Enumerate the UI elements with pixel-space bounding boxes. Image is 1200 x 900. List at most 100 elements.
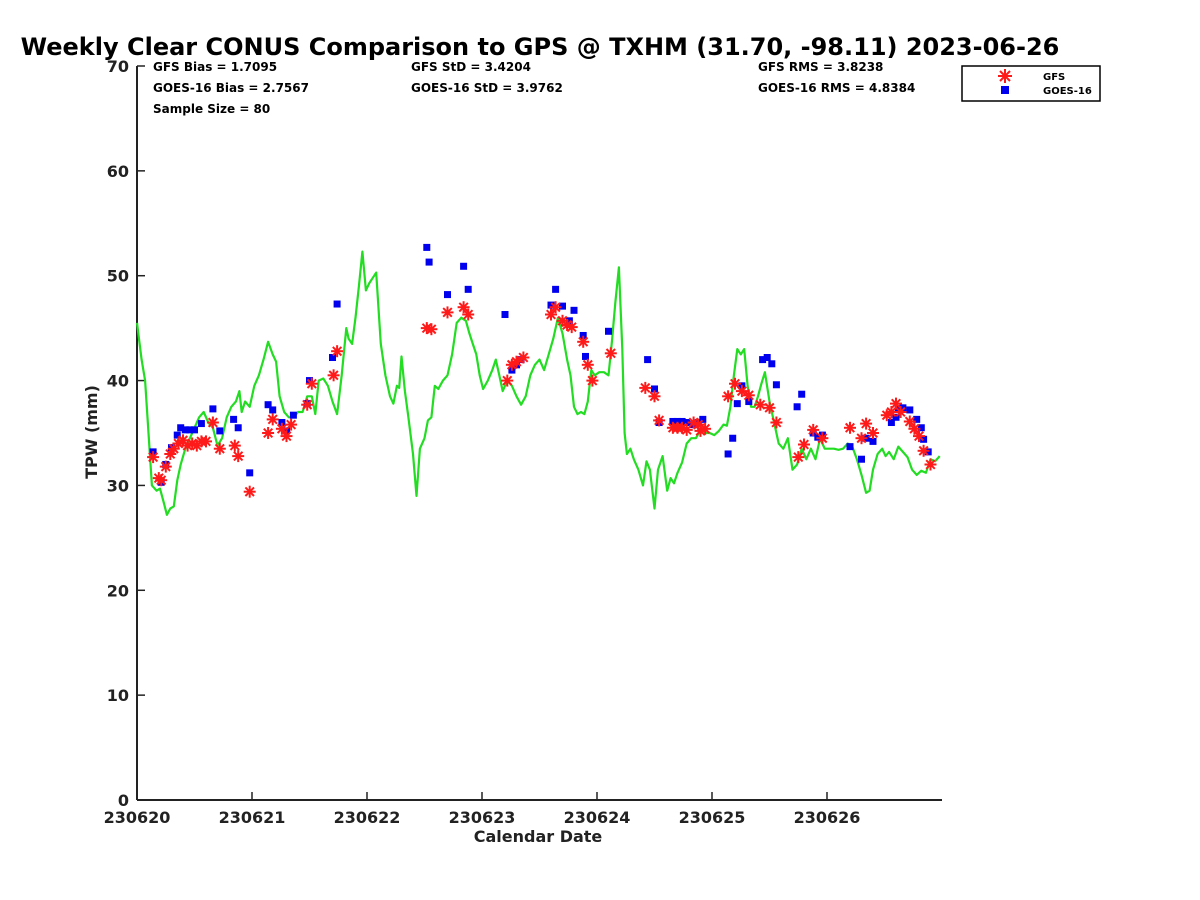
legend-gfs-label: GFS — [1043, 72, 1065, 83]
legend-box — [961, 65, 1101, 102]
goes-point — [582, 352, 589, 360]
goes-point — [191, 426, 198, 434]
goes-bias-stat: GOES-16 Bias = 2.7567 — [153, 81, 309, 95]
gfs-point — [860, 417, 873, 430]
goes-point — [899, 404, 907, 412]
y-tick-label: 10 — [107, 686, 129, 705]
goes-point — [181, 426, 189, 434]
legend: GFS GOES-16 — [961, 65, 1101, 102]
goes-point — [501, 311, 509, 319]
goes-point — [329, 354, 336, 362]
gfs-point — [155, 474, 168, 487]
gfs-point — [280, 430, 293, 443]
y-tick-label: 0 — [118, 791, 129, 810]
gfs-point — [425, 323, 438, 336]
goes-point — [570, 306, 578, 314]
gfs-point — [200, 435, 212, 448]
gfs-point — [327, 369, 340, 382]
gfs-point — [243, 485, 256, 498]
y-tick-label: 70 — [107, 57, 129, 76]
gfs-point — [653, 414, 666, 427]
x-tick-label: 230621 — [219, 808, 286, 827]
goes-point — [798, 390, 806, 398]
gfs-point — [331, 345, 344, 358]
gfs-point — [266, 413, 279, 426]
goes-point — [230, 415, 238, 423]
goes-rms-stat: GOES-16 RMS = 4.8384 — [758, 81, 915, 95]
gfs-point — [517, 351, 530, 364]
gfs-point — [754, 398, 767, 411]
x-tick-label: 230626 — [794, 808, 861, 827]
goes-point — [724, 450, 732, 458]
chart-title: Weekly Clear CONUS Comparison to GPS @ T… — [21, 33, 1060, 61]
gfs-point — [285, 418, 298, 431]
gfs-point — [913, 430, 925, 443]
gfs-point — [549, 301, 562, 314]
gfs-point — [894, 406, 907, 418]
goes-point — [869, 437, 877, 445]
sample-size-stat: Sample Size = 80 — [153, 102, 270, 116]
gfs-point — [275, 422, 288, 435]
y-axis-label: TPW (mm) — [82, 385, 101, 479]
goes-point — [547, 301, 555, 309]
plot-axes: 0 10 20 30 40 50 60 70 230620 230621 230622 230623 2… — [104, 57, 942, 827]
goes-point — [745, 398, 753, 406]
goes-point — [559, 302, 566, 310]
goes-point — [264, 401, 272, 409]
y-tick-label: 60 — [107, 162, 129, 181]
goes-point — [177, 424, 185, 432]
gfs-point — [262, 427, 275, 439]
goes-point — [444, 291, 451, 299]
gfs-point — [213, 442, 226, 455]
gfs-point — [501, 374, 514, 387]
gfs-point — [885, 406, 898, 418]
y-tick-label: 40 — [107, 372, 129, 391]
goes-point — [763, 354, 771, 362]
goes-point — [579, 331, 587, 339]
goes-point — [460, 262, 468, 270]
legend-goes-label: GOES-16 — [1043, 86, 1092, 97]
goes-point — [644, 356, 652, 364]
gfs-point — [206, 416, 219, 429]
goes-point — [605, 327, 612, 335]
goes-std-stat: GOES-16 StD = 3.9762 — [411, 81, 563, 95]
goes-point — [552, 285, 560, 293]
gfs-point — [604, 347, 617, 360]
goes-point — [924, 448, 932, 456]
gps-series — [135, 250, 941, 516]
goes-point — [674, 417, 681, 425]
y-tick-label: 20 — [107, 581, 129, 600]
gfs-point — [890, 397, 902, 410]
gfs-point — [798, 438, 810, 451]
gfs-point — [917, 444, 930, 457]
x-tick-label: 230625 — [679, 808, 746, 827]
gfs-point — [159, 460, 172, 473]
gps-line — [135, 250, 941, 516]
goes-point — [269, 406, 277, 414]
goes-point — [234, 424, 242, 432]
gfs-rms-stat: GFS RMS = 3.8238 — [758, 60, 883, 74]
goes-point — [683, 419, 691, 427]
goes-point — [423, 243, 431, 251]
goes-point — [699, 415, 707, 423]
gfs-point — [462, 308, 475, 321]
goes-point — [565, 317, 573, 325]
gfs-point — [699, 422, 712, 435]
gfs-point — [232, 450, 245, 463]
legend-goes-marker — [1001, 86, 1009, 94]
gfs-point — [565, 321, 578, 334]
goes-point — [651, 385, 658, 393]
goes-point — [173, 431, 181, 439]
gfs-point — [586, 374, 599, 387]
goes-point — [216, 427, 224, 435]
goes-point — [768, 360, 776, 368]
y-tick-label: 30 — [107, 476, 129, 495]
goes-point — [858, 455, 865, 463]
gfs-point — [742, 389, 755, 402]
gfs-point — [816, 432, 829, 445]
goes-point — [464, 285, 472, 293]
gfs-point — [844, 421, 856, 434]
goes-point — [186, 426, 194, 434]
gfs-point — [648, 390, 661, 403]
